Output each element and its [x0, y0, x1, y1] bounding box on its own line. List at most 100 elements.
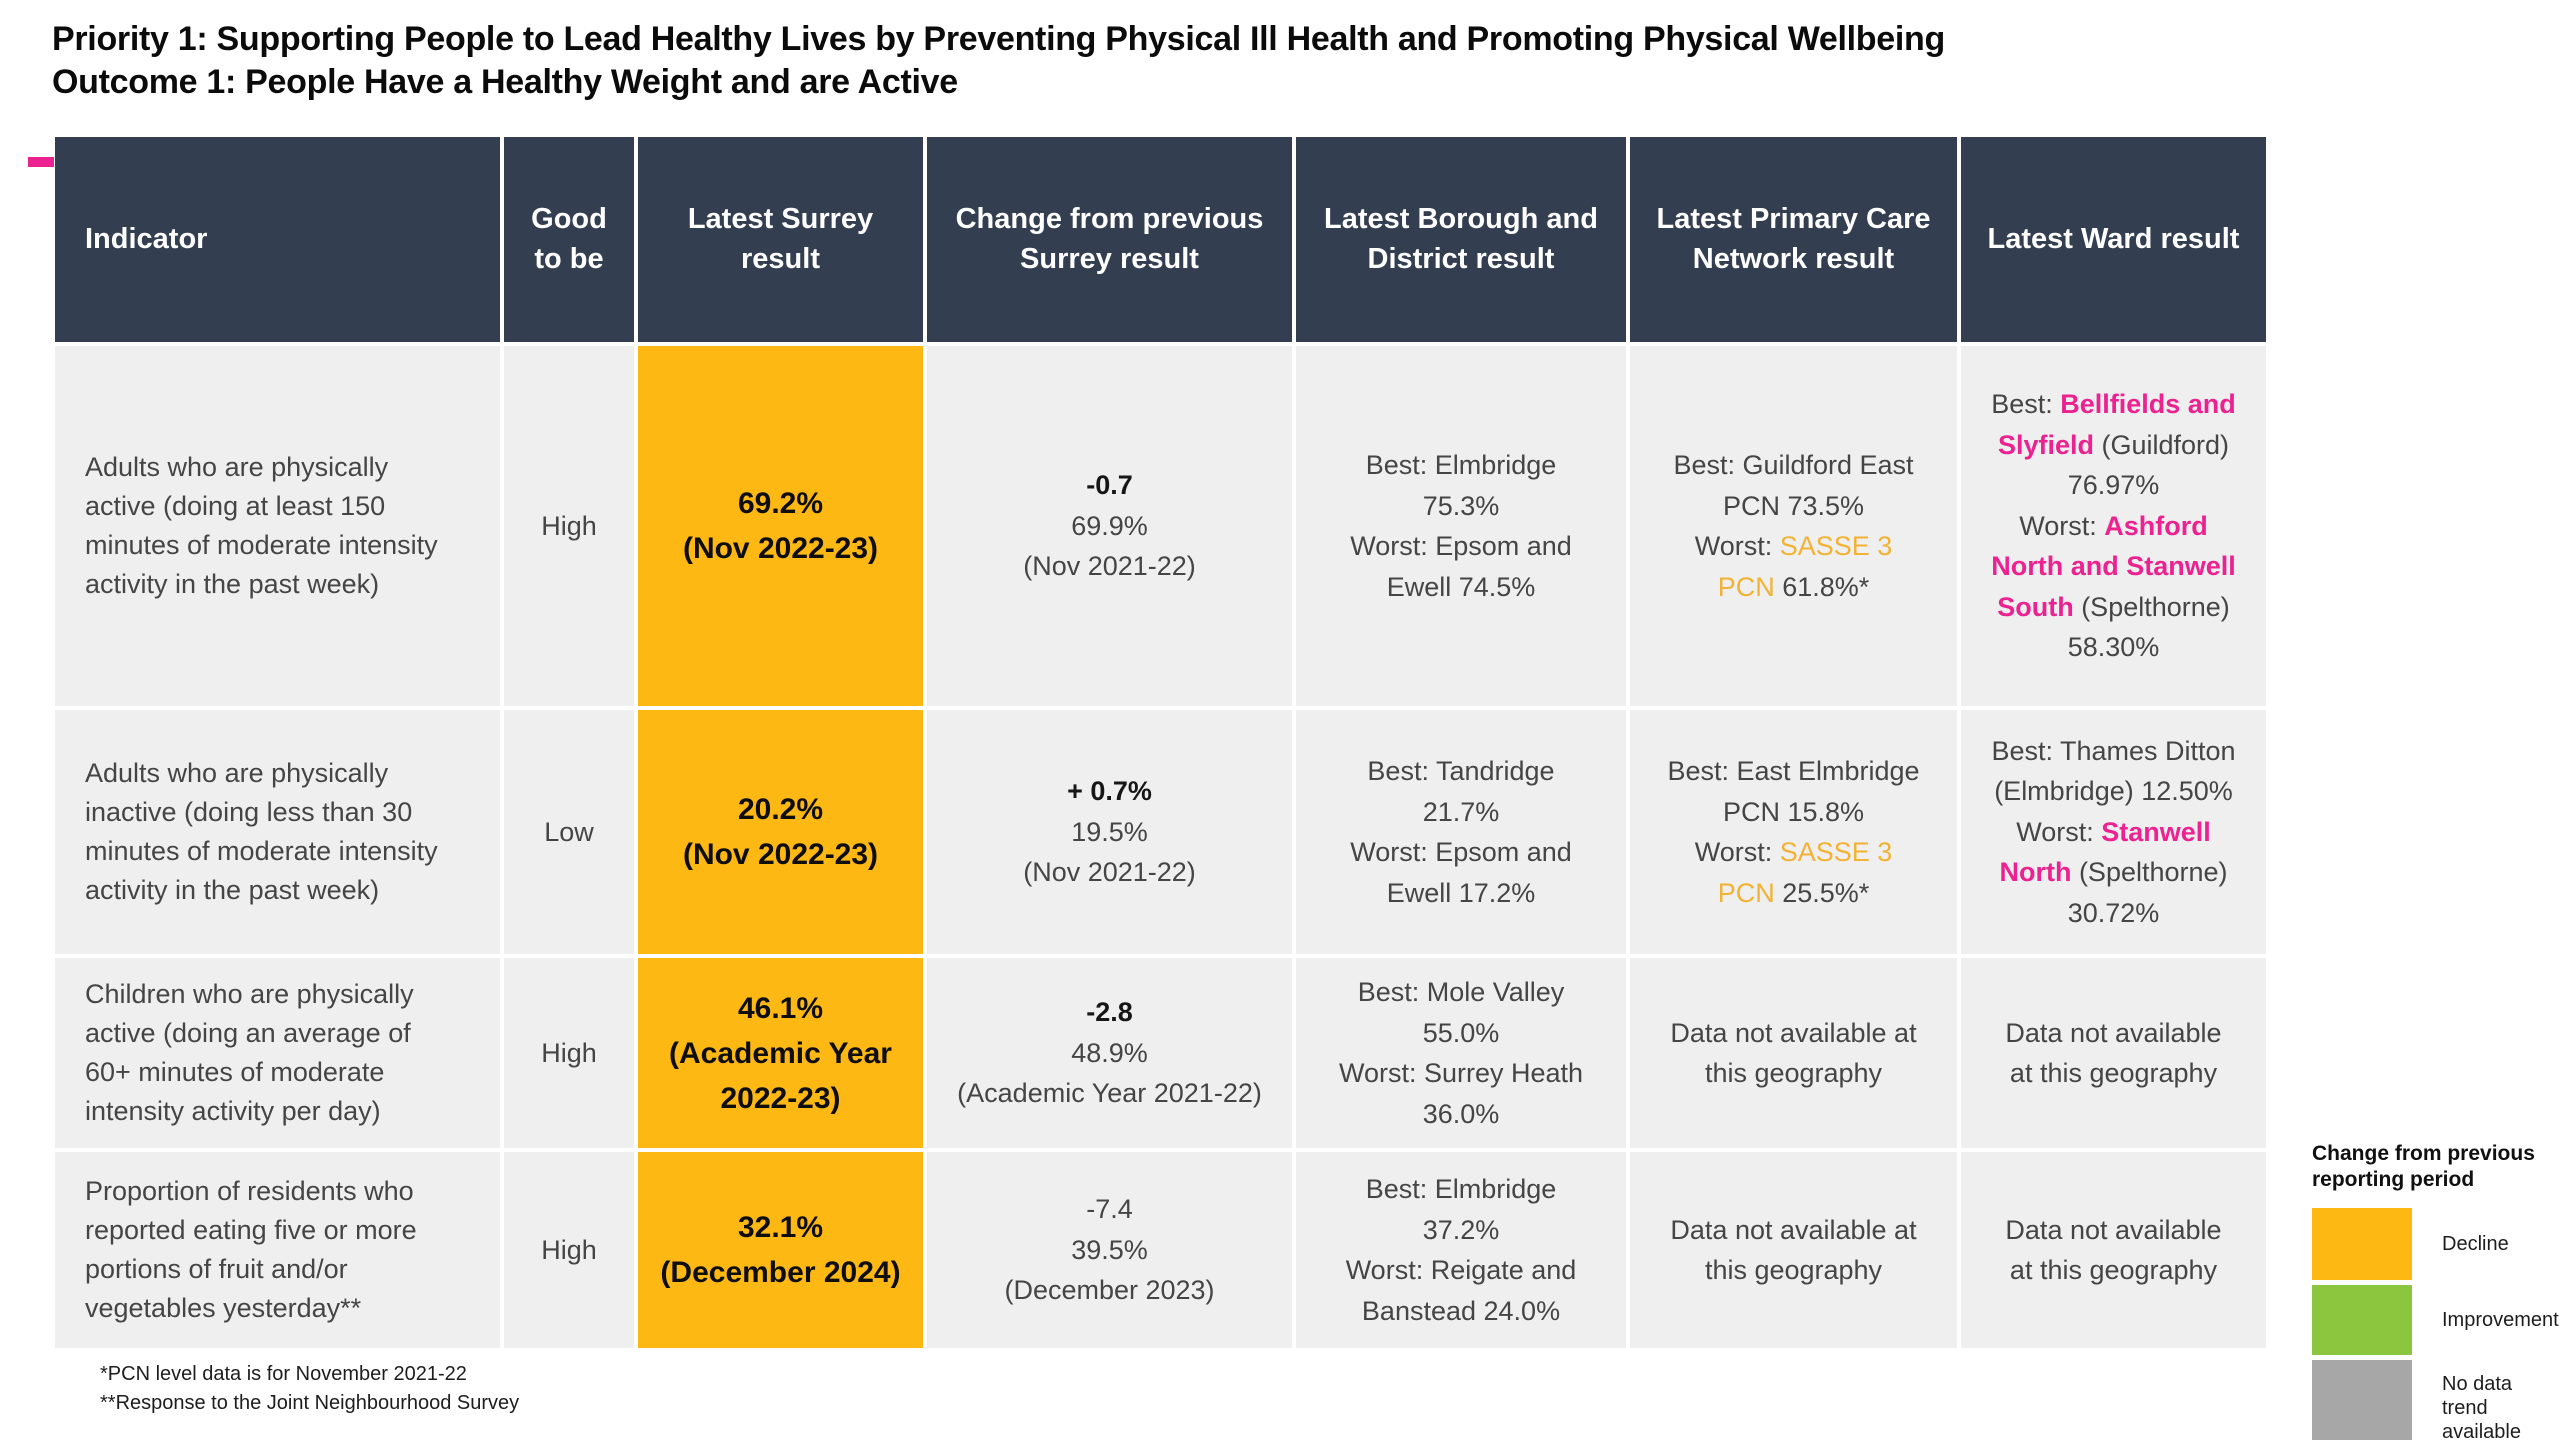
legend-label: Decline [2442, 1232, 2509, 1255]
rich-line: Data not available at this geography [1666, 1013, 1921, 1094]
yellow-text: SASSE 3 PCN [1717, 837, 1893, 908]
plain-text: Data not available at this geography [2005, 1017, 2222, 1089]
plain-text: Worst: [2016, 816, 2102, 847]
cell-indicator: Adults who are physically inactive (doin… [55, 710, 500, 954]
footnote-pcn: *PCN level data is for November 2021-22 [100, 1363, 467, 1385]
page-title-priority: Priority 1: Supporting People to Lead He… [52, 20, 1945, 58]
rich-line: Data not available at this geography [1666, 1210, 1921, 1291]
plain-text: Data not available at this geography [1670, 1017, 1917, 1089]
plain-text: Data not available at this geography [1670, 1214, 1917, 1286]
rich-line: Best: Elmbridge 37.2% [1336, 1169, 1586, 1250]
change-line: -0.7 [1086, 470, 1133, 501]
plain-text: Best: Mole Valley 55.0% [1357, 977, 1565, 1048]
change-line: 48.9% [1071, 1037, 1148, 1068]
cell-good-to-be: High [504, 958, 634, 1148]
rich-line: Best: Mole Valley 55.0% [1336, 972, 1586, 1053]
legend-item: Improvement [2312, 1284, 2559, 1355]
cell-pcn-result: Data not available at this geography [1630, 958, 1957, 1148]
trend-legend: Change from previous reporting period De… [2312, 1141, 2559, 1440]
cell-indicator: Children who are physically active (doin… [55, 958, 500, 1148]
plain-text: (Guildford) 76.97% [2067, 429, 2230, 501]
pink-text: Ashford North and Stanwell South [1991, 510, 2236, 622]
cell-borough-result: Best: Elmbridge 75.3% Worst: Epsom and Ew… [1296, 346, 1626, 706]
cell-change: -7.4 39.5% (December 2023) [927, 1152, 1292, 1348]
header-change: Change from previous Surrey result [927, 137, 1292, 342]
cell-ward-result: Data not available at this geography [1961, 958, 2266, 1148]
rich-line: Worst: Stanwell North (Spelthorne) 30.72… [1991, 812, 2236, 934]
rich-line: Best: Elmbridge 75.3% [1336, 445, 1586, 526]
pink-text: Bellfields and Slyfield [1997, 389, 2236, 460]
surrey-period: (December 2024) [660, 1256, 901, 1289]
rich-line: Best: Thames Ditton (Elmbridge) 12.50% [1991, 731, 2236, 812]
cell-change: -2.8 48.9% (Academic Year 2021-22) [927, 958, 1292, 1148]
plain-text: (Spelthorne) 30.72% [2067, 857, 2228, 928]
page-title: Priority 1: Supporting People to Lead He… [52, 18, 1945, 104]
surrey-period: (Nov 2022-23) [682, 532, 879, 565]
change-line: (Nov 2021-22) [1023, 551, 1196, 582]
plain-text: Best: Tandridge 21.7% [1367, 756, 1555, 827]
surrey-value: 20.2% [737, 793, 824, 826]
plain-text: Worst: [1694, 837, 1780, 867]
cell-surrey-result: 69.2% (Nov 2022-23) [638, 346, 923, 706]
cell-borough-result: Best: Tandridge 21.7% Worst: Epsom and Ew… [1296, 710, 1626, 954]
surrey-value: 32.1% [737, 1211, 824, 1244]
legend-label: No data trend available [2442, 1372, 2521, 1440]
cell-ward-result: Best: Bellfields and Slyfield (Guildford… [1961, 346, 2266, 706]
cell-ward-result: Best: Thames Ditton (Elmbridge) 12.50% Wo… [1961, 710, 2266, 954]
change-line: 19.5% [1071, 816, 1148, 847]
header-ward-result: Latest Ward result [1961, 137, 2266, 342]
plain-text: Best: Guildford East PCN 73.5% [1673, 450, 1914, 521]
plain-text: Best: [1991, 389, 2061, 420]
cell-surrey-result: 46.1% (Academic Year 2022-23) [638, 958, 923, 1148]
plain-text: Data not available at this geography [2005, 1214, 2222, 1286]
pink-text: Stanwell North [1999, 816, 2211, 888]
rich-line: Best: Tandridge 21.7% [1336, 751, 1586, 832]
header-pcn-result: Latest Primary Care Network result [1630, 137, 1957, 342]
cell-surrey-result: 20.2% (Nov 2022-23) [638, 710, 923, 954]
legend-label: Improvement [2442, 1308, 2559, 1331]
indicators-table: Indicator Good to be Latest Surrey result C… [55, 137, 2266, 1348]
rich-line: Best: Guildford East PCN 73.5% [1666, 445, 1921, 526]
plain-text: Best: Elmbridge 75.3% [1365, 450, 1557, 521]
legend-swatch [2312, 1284, 2412, 1355]
plain-text: Worst: Reigate and Banstead 24.0% [1345, 1255, 1577, 1326]
cell-pcn-result: Best: Guildford East PCN 73.5% Worst: SAS… [1630, 346, 1957, 706]
rich-line: Data not available at this geography [1991, 1013, 2236, 1094]
cell-surrey-result: 32.1% (December 2024) [638, 1152, 923, 1348]
page-title-outcome: Outcome 1: People Have a Healthy Weight … [52, 62, 958, 101]
rich-line: Worst: Epsom and Ewell 17.2% [1336, 832, 1586, 913]
legend-item: No data trend available [2312, 1359, 2558, 1440]
cell-good-to-be: High [504, 346, 634, 706]
cell-change: -0.7 69.9% (Nov 2021-22) [927, 346, 1292, 706]
header-good-to-be: Good to be [504, 137, 634, 342]
change-line: (December 2023) [1004, 1275, 1215, 1306]
plain-text: Best: Elmbridge 37.2% [1365, 1174, 1557, 1245]
legend-items: Decline Improvement No data trend availabl… [2312, 1207, 2559, 1440]
accent-dash [28, 157, 54, 167]
cell-borough-result: Best: Elmbridge 37.2% Worst: Reigate and … [1296, 1152, 1626, 1348]
rich-line: Best: Bellfields and Slyfield (Guildford… [1991, 384, 2236, 506]
cell-change: + 0.7% 19.5% (Nov 2021-22) [927, 710, 1292, 954]
cell-good-to-be: Low [504, 710, 634, 954]
legend-swatch [2312, 1359, 2412, 1440]
cell-indicator: Adults who are physically active (doing … [55, 346, 500, 706]
rich-line: Worst: Ashford North and Stanwell South … [1991, 506, 2236, 668]
cell-good-to-be: High [504, 1152, 634, 1348]
surrey-value: 46.1% [737, 991, 824, 1025]
header-indicator: Indicator [55, 137, 500, 342]
plain-text: Worst: Epsom and Ewell 74.5% [1350, 531, 1572, 602]
header-borough-result: Latest Borough and District result [1296, 137, 1626, 342]
surrey-period: (Nov 2022-23) [682, 838, 879, 871]
change-line: -2.8 [1086, 997, 1133, 1028]
change-line: (Nov 2021-22) [1023, 857, 1196, 888]
plain-text: Worst: [1694, 531, 1780, 561]
plain-text: Best: Thames Ditton (Elmbridge) 12.50% [1991, 735, 2236, 807]
rich-line: Worst: Reigate and Banstead 24.0% [1336, 1250, 1586, 1331]
plain-text: 61.8%* [1774, 571, 1870, 602]
plain-text: Worst: Epsom and Ewell 17.2% [1350, 837, 1572, 908]
legend-swatch [2312, 1207, 2412, 1280]
rich-line: Worst: SASSE 3 PCN 25.5%* [1666, 832, 1921, 913]
footnotes: *PCN level data is for November 2021-22 … [100, 1360, 519, 1418]
rich-line: Best: East Elmbridge PCN 15.8% [1666, 751, 1921, 832]
